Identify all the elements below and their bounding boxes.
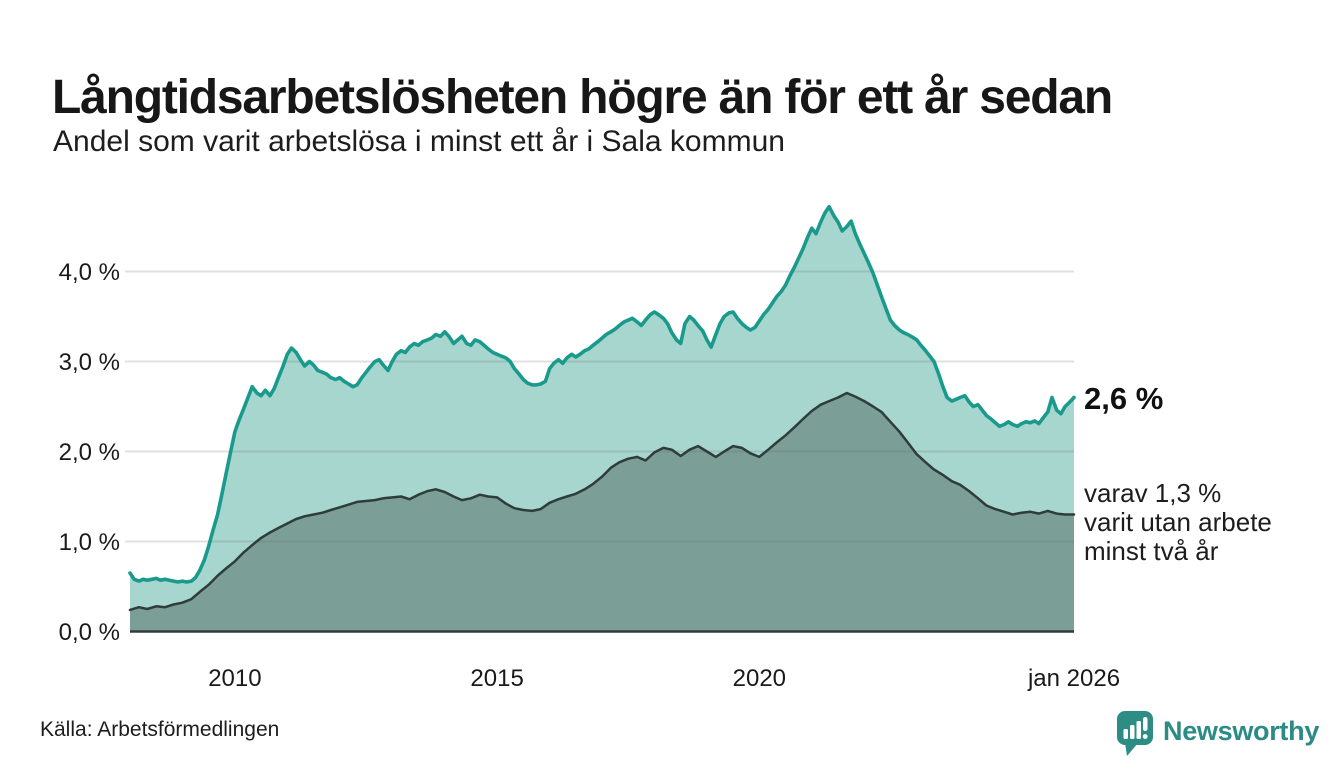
- y-tick-label: 3,0 %: [59, 349, 120, 376]
- y-tick-label: 1,0 %: [59, 529, 120, 556]
- area-fill-two-years: [130, 393, 1074, 632]
- x-tick-label: 2010: [208, 665, 261, 692]
- page-subtitle: Andel som varit arbetslösa i minst ett å…: [53, 125, 785, 158]
- x-tick-label: 2020: [733, 665, 786, 692]
- x-tick-label: jan 2026: [1027, 665, 1120, 692]
- end-value-label: 2,6 %: [1084, 381, 1164, 416]
- secondary-annotation-line: minst två år: [1084, 536, 1219, 566]
- brand-logo: Newsworthy: [1116, 710, 1319, 757]
- brand-name: Newsworthy: [1163, 716, 1320, 746]
- x-tick-label: 2015: [470, 665, 523, 692]
- series-line-one-year: [128, 204, 1076, 584]
- newsworthy-logo-icon: [1117, 711, 1153, 756]
- page-title: Långtidsarbetslösheten högre än för ett …: [52, 71, 1113, 125]
- y-tick-label: 0,0 %: [59, 619, 120, 646]
- source-label: Källa: Arbetsförmedlingen: [40, 718, 280, 741]
- series-line-two-years: [128, 391, 1076, 612]
- secondary-annotation-line: varit utan arbete: [1084, 507, 1272, 537]
- y-tick-label: 4,0 %: [59, 259, 120, 286]
- secondary-annotation: varav 1,3 % varit utan arbete minst två …: [1084, 479, 1272, 566]
- y-tick-label: 2,0 %: [59, 439, 120, 466]
- secondary-annotation-line: varav 1,3 %: [1084, 478, 1222, 508]
